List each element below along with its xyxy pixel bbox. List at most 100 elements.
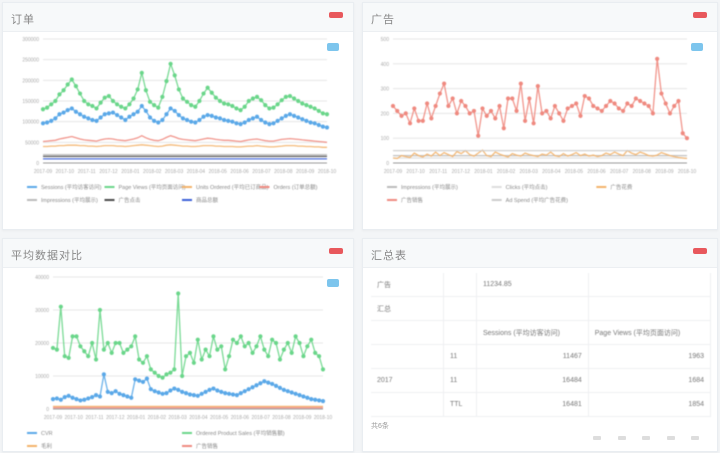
close-icon[interactable]: [693, 248, 707, 254]
table-cell: 2017: [371, 368, 444, 393]
data-point: [176, 387, 181, 392]
data-point: [160, 375, 165, 380]
data-point: [238, 122, 243, 127]
data-point: [254, 344, 259, 349]
data-point: [193, 104, 198, 109]
data-point: [193, 120, 198, 125]
close-icon[interactable]: [693, 12, 707, 18]
data-point: [561, 118, 566, 123]
data-point: [638, 98, 643, 104]
table-cell: [371, 344, 444, 369]
data-point: [246, 117, 251, 123]
data-point: [147, 115, 153, 120]
page-button[interactable]: [593, 436, 602, 440]
data-point: [144, 354, 150, 359]
data-point: [77, 112, 83, 117]
data-point: [70, 395, 75, 400]
data-point: [285, 389, 290, 394]
toolbox-icon[interactable]: [691, 43, 703, 51]
data-point: [133, 334, 138, 339]
data-point: [152, 103, 157, 108]
data-point: [552, 103, 558, 109]
x-tick-label: 2018-01: [474, 169, 493, 175]
data-point: [320, 124, 325, 129]
data-point: [300, 101, 305, 106]
data-point: [45, 105, 50, 110]
data-point: [437, 91, 442, 96]
data-point: [203, 389, 208, 394]
data-point: [176, 87, 181, 92]
data-point: [213, 95, 218, 100]
data-point: [659, 91, 664, 96]
data-point: [90, 103, 95, 109]
data-point: [136, 357, 142, 362]
page-button[interactable]: [642, 436, 651, 440]
data-point: [172, 108, 177, 114]
series-line: [42, 61, 328, 115]
data-point: [234, 393, 240, 398]
table-cell: 汇总: [371, 296, 444, 321]
table-cell: [371, 320, 444, 345]
data-point: [655, 56, 660, 61]
y-tick-label: 400: [381, 62, 390, 68]
data-point: [273, 340, 279, 346]
data-point: [121, 393, 126, 398]
close-icon[interactable]: [329, 248, 343, 254]
data-point: [82, 349, 87, 354]
orders-panel: 订单 0 50000 100000 150000 200000 250000 300000 2…: [2, 2, 354, 230]
page-button[interactable]: [617, 436, 626, 440]
pagination[interactable]: [581, 427, 699, 445]
x-tick-label: 2018-10: [314, 415, 333, 421]
data-point: [287, 112, 293, 117]
data-point: [66, 393, 71, 398]
summary-table: 广告 11234.85 汇总 Sessions (平均访客访问) Page Vi…: [371, 273, 712, 417]
orders-chart: 0 50000 100000 150000 200000 250000 300000 2017…: [22, 37, 336, 204]
column-header[interactable]: Sessions (平均访客访问): [476, 320, 589, 345]
data-point: [324, 125, 330, 130]
data-point: [219, 344, 224, 349]
panel-title: 广告: [371, 14, 395, 26]
data-point: [164, 79, 169, 84]
x-tick-label: 2018-03: [520, 169, 539, 175]
x-tick-label: 2018-09: [655, 169, 674, 175]
data-point: [277, 385, 283, 390]
data-point: [222, 117, 227, 123]
column-header[interactable]: Page Views (平均页面访问): [588, 320, 712, 345]
data-point: [667, 111, 673, 116]
data-point: [267, 122, 272, 127]
x-tick-label: 2017-12: [452, 169, 471, 175]
panel-header: 平均数据对比: [3, 239, 353, 268]
data-point: [301, 394, 306, 399]
data-point: [40, 107, 46, 112]
data-point: [316, 398, 322, 403]
data-point: [569, 103, 575, 109]
data-point: [82, 114, 87, 119]
page-button[interactable]: [691, 436, 699, 440]
data-point: [86, 396, 91, 401]
panel-header: 汇总表: [363, 239, 717, 268]
data-point: [97, 307, 103, 313]
x-tick-label: 2017-12: [99, 169, 118, 175]
toolbox-icon[interactable]: [327, 279, 339, 287]
panel-title: 订单: [11, 14, 35, 26]
toolbox-icon[interactable]: [327, 43, 339, 51]
close-icon[interactable]: [329, 12, 343, 18]
data-point: [557, 111, 562, 116]
data-point: [250, 116, 256, 121]
legend-item: Orders (订单总额): [274, 183, 318, 191]
data-point: [66, 355, 71, 360]
y-tick-label: 100000: [22, 120, 39, 126]
x-tick-label: 2018-02: [148, 415, 167, 421]
data-point: [164, 112, 169, 117]
data-point: [297, 340, 302, 346]
data-point: [197, 98, 202, 104]
data-point: [222, 101, 227, 106]
data-point: [110, 110, 116, 115]
table-cell: 11: [443, 344, 477, 369]
data-point: [172, 367, 177, 372]
page-button[interactable]: [666, 436, 675, 440]
ads-panel: 广告 0 100 200 300 400 500 2017-09 2017-10 2017-11…: [362, 2, 718, 230]
data-point: [676, 98, 681, 104]
data-point: [608, 98, 613, 104]
